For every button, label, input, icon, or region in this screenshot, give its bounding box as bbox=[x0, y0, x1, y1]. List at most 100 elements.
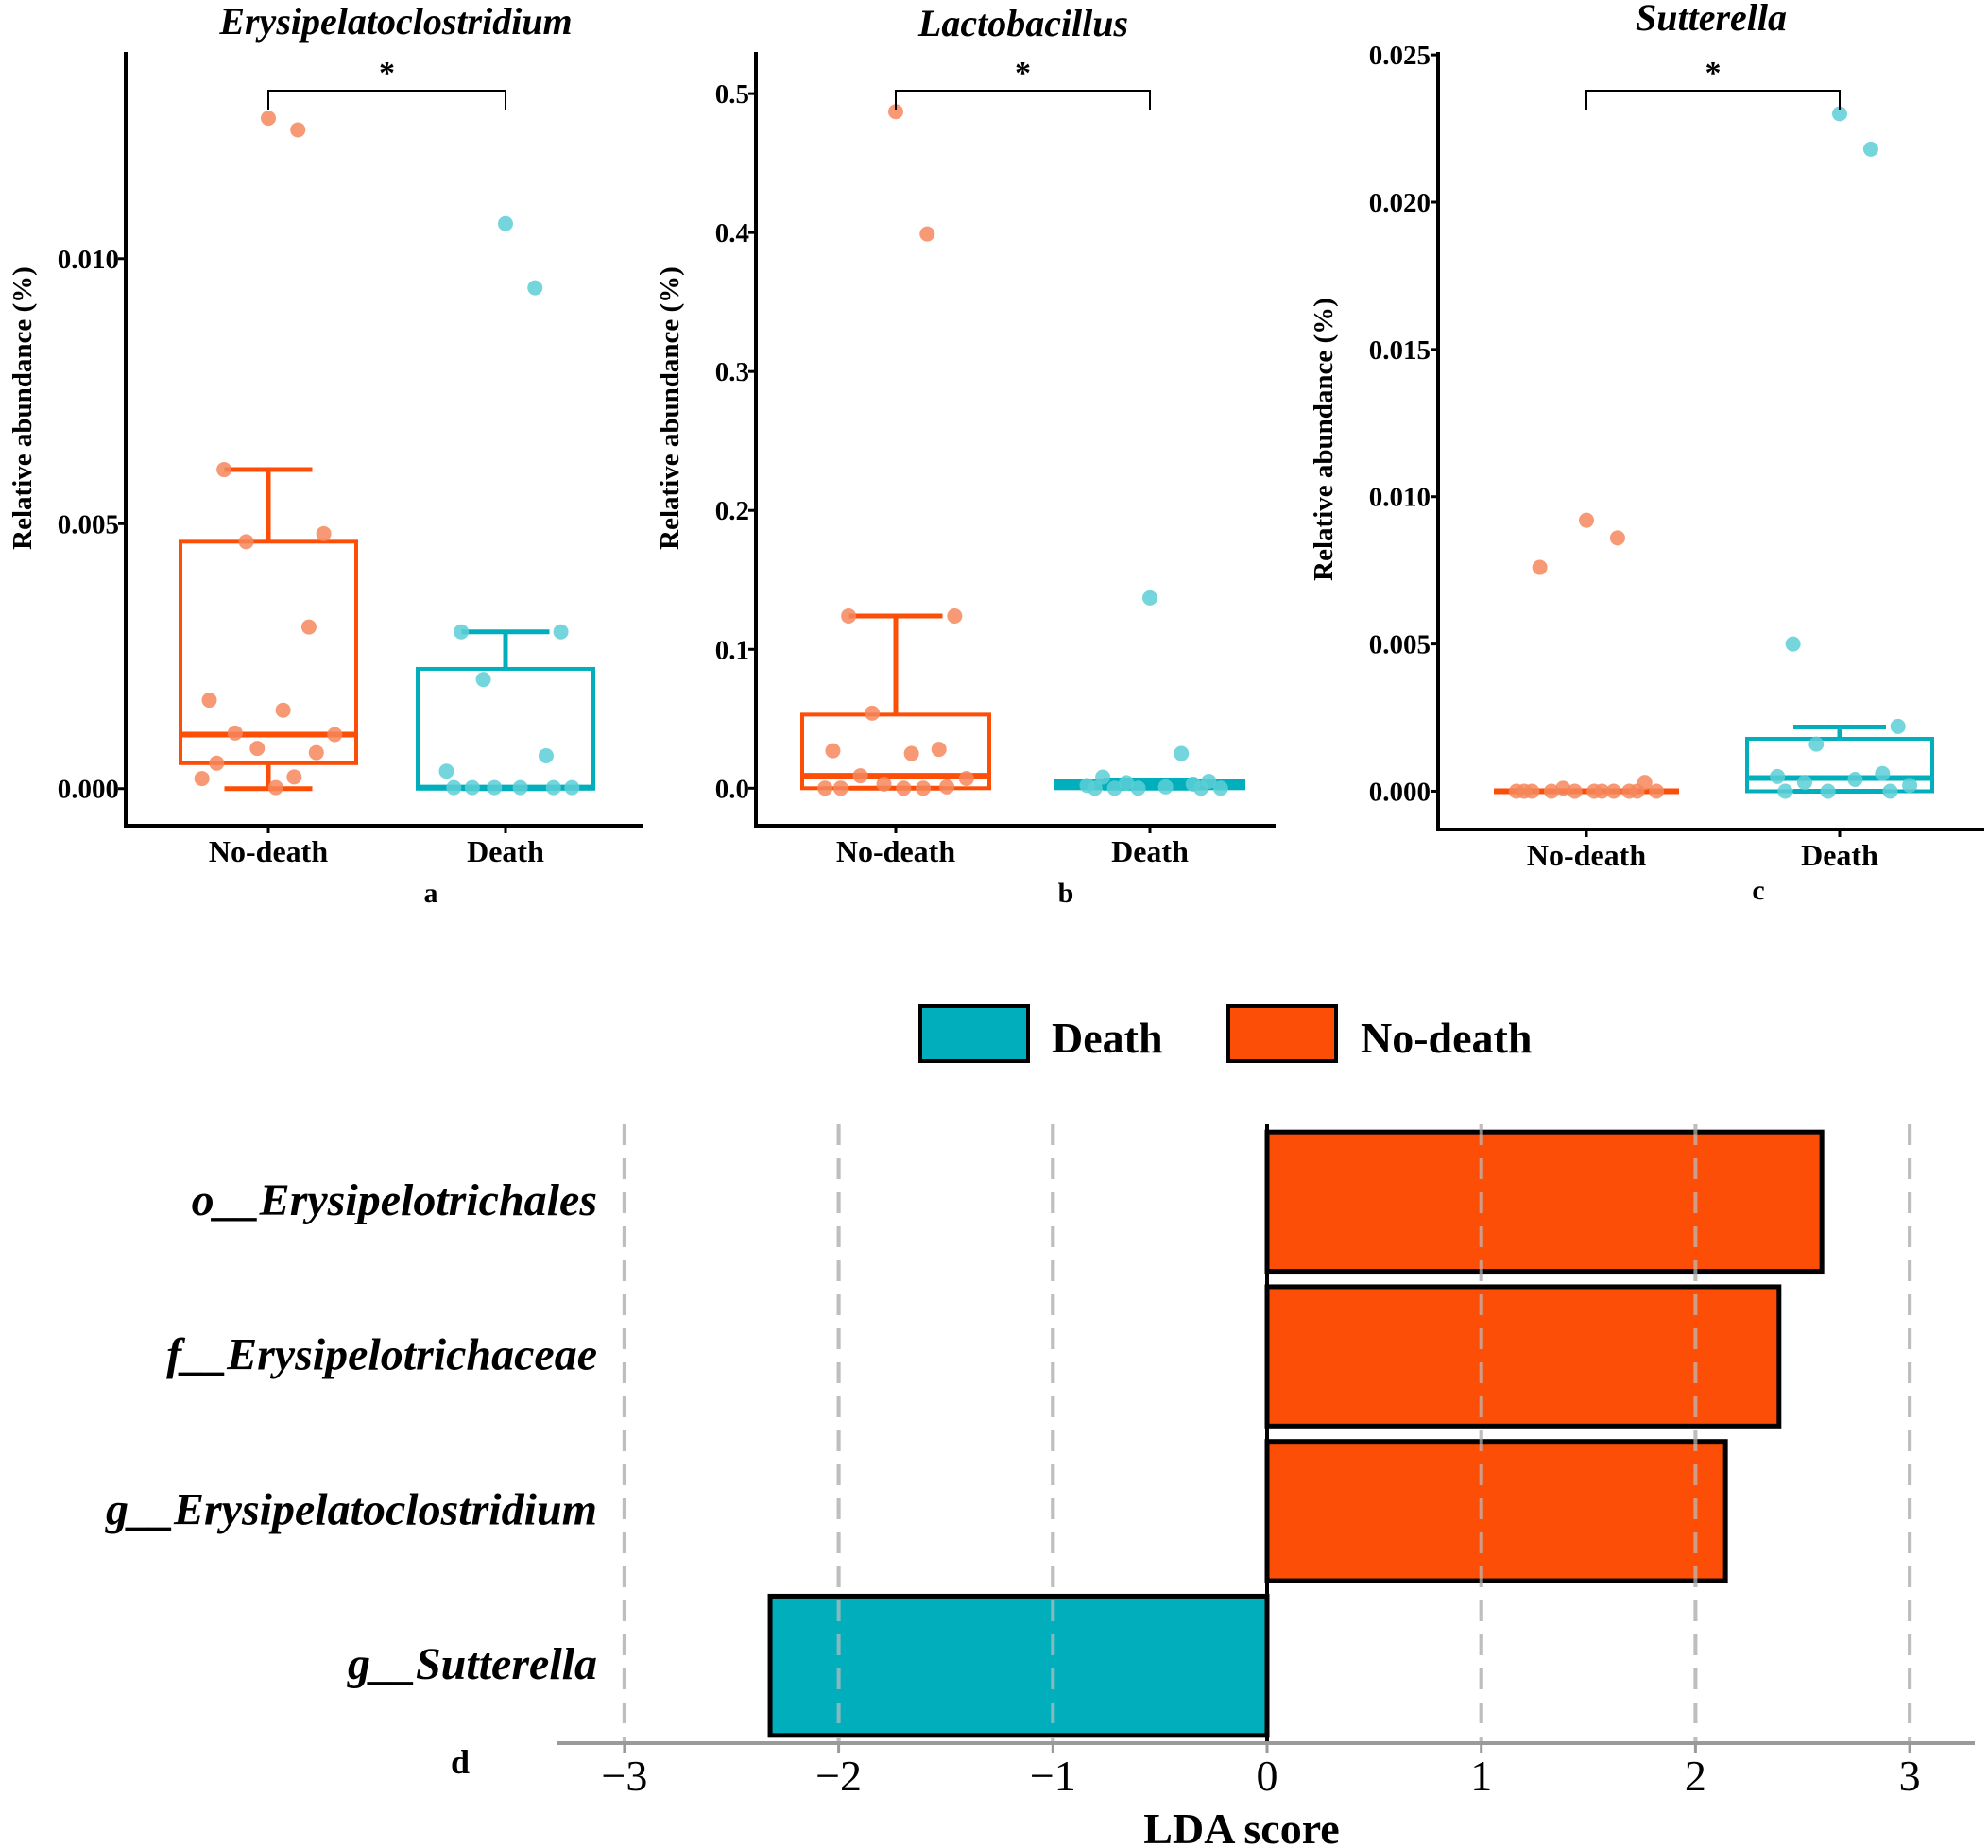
data-point bbox=[1543, 783, 1559, 799]
data-point bbox=[249, 741, 266, 757]
data-point bbox=[194, 771, 210, 787]
data-point bbox=[1212, 780, 1228, 796]
y-tick-label: 0.015 bbox=[1369, 335, 1431, 366]
boxplot-panel-b: Lactobacillus Relative abundance (%) b 0… bbox=[655, 2, 1276, 909]
data-point bbox=[238, 534, 254, 550]
x-tick-label: −1 bbox=[1030, 1752, 1076, 1800]
data-point bbox=[1532, 559, 1548, 575]
data-point bbox=[438, 763, 454, 779]
x-tick-label: No-death bbox=[209, 834, 328, 868]
data-point bbox=[327, 727, 343, 743]
data-point bbox=[1796, 775, 1812, 791]
x-tick-label: 1 bbox=[1470, 1752, 1492, 1800]
data-point bbox=[1862, 141, 1878, 157]
x-tick-label: Death bbox=[467, 834, 544, 868]
data-point bbox=[316, 525, 332, 541]
y-tick-label: 0.005 bbox=[1369, 630, 1431, 660]
data-point bbox=[498, 215, 513, 231]
data-point bbox=[1555, 780, 1571, 796]
data-point bbox=[852, 768, 868, 784]
data-point bbox=[1119, 775, 1135, 791]
lda-bar bbox=[767, 1593, 1270, 1738]
data-point bbox=[1649, 783, 1665, 799]
data-point bbox=[487, 779, 503, 796]
y-tick-label: 0.005 bbox=[58, 509, 119, 539]
x-tick-label: −3 bbox=[601, 1752, 647, 1800]
y-tick-label: 0.2 bbox=[715, 496, 749, 526]
data-point bbox=[300, 619, 317, 635]
boxplot-panel-a: Erysipelatoclostridium Relative abundanc… bbox=[8, 0, 643, 909]
data-point bbox=[464, 779, 480, 796]
y-tick-label: 0.3 bbox=[715, 357, 749, 387]
data-point bbox=[1882, 783, 1898, 799]
data-point bbox=[1629, 783, 1645, 799]
box bbox=[179, 539, 358, 765]
data-point bbox=[1808, 736, 1825, 752]
legend-label-death: Death bbox=[1052, 1014, 1163, 1062]
data-point bbox=[454, 624, 470, 640]
data-point bbox=[1095, 769, 1111, 785]
lda-bar bbox=[1264, 1129, 1825, 1275]
legend-label-no-death: No-death bbox=[1361, 1014, 1532, 1062]
data-point bbox=[832, 780, 848, 796]
data-point bbox=[1770, 768, 1786, 784]
panel-label: b bbox=[1058, 878, 1074, 909]
lda-plot-area: o__Erysipelotrichales f__Erysipelotrichac… bbox=[105, 1124, 1975, 1800]
data-point bbox=[903, 745, 919, 761]
data-point bbox=[275, 702, 291, 718]
data-point bbox=[939, 779, 955, 795]
data-point bbox=[308, 744, 324, 761]
legend-swatch-death bbox=[918, 1004, 1030, 1063]
significance-bracket bbox=[267, 90, 506, 110]
legend-swatch-no-death bbox=[1226, 1004, 1338, 1063]
box bbox=[1745, 736, 1934, 794]
data-point bbox=[1106, 780, 1123, 796]
data-point bbox=[1832, 106, 1847, 122]
significance-label: * bbox=[379, 56, 395, 91]
data-point bbox=[216, 462, 232, 478]
data-point bbox=[876, 776, 892, 792]
x-tick-label: No-death bbox=[836, 834, 955, 868]
data-point bbox=[1902, 778, 1918, 794]
data-point bbox=[475, 672, 491, 688]
y-tick-label: 0.0 bbox=[715, 774, 749, 804]
data-point bbox=[446, 779, 462, 796]
data-point bbox=[958, 771, 974, 787]
data-point bbox=[1579, 512, 1594, 528]
panel-label: d bbox=[451, 1743, 470, 1781]
data-point bbox=[1087, 780, 1103, 796]
lda-bar bbox=[1264, 1439, 1728, 1583]
y-tick-label: 0.1 bbox=[715, 635, 749, 665]
y-tick-label: 0.010 bbox=[58, 245, 119, 275]
data-point bbox=[261, 111, 276, 127]
data-point bbox=[1609, 530, 1625, 546]
data-point bbox=[1157, 779, 1174, 795]
panel-title: Sutterella bbox=[1636, 0, 1787, 39]
data-point bbox=[1777, 783, 1793, 799]
data-point bbox=[817, 780, 833, 796]
x-tick-label: Death bbox=[1801, 838, 1878, 872]
data-point bbox=[1890, 718, 1906, 734]
category-label: f__Erysipelotrichaceae bbox=[166, 1330, 597, 1380]
data-point bbox=[1820, 783, 1836, 799]
y-tick-label: 0.025 bbox=[1369, 41, 1431, 71]
data-point bbox=[1524, 783, 1540, 799]
category-label: g__Erysipelatoclostridium bbox=[105, 1484, 597, 1534]
data-point bbox=[1605, 783, 1621, 799]
significance-label: * bbox=[1705, 56, 1722, 91]
box bbox=[800, 712, 991, 791]
data-point bbox=[538, 747, 554, 763]
data-point bbox=[553, 624, 569, 640]
x-axis-label: LDA score bbox=[1143, 1805, 1339, 1848]
y-tick-label: 0.020 bbox=[1369, 188, 1431, 218]
data-point bbox=[512, 779, 528, 796]
y-tick-label: 0.5 bbox=[715, 79, 749, 110]
category-label: o__Erysipelotrichales bbox=[192, 1175, 597, 1225]
significance-bracket bbox=[895, 90, 1151, 110]
x-tick-label: No-death bbox=[1527, 838, 1646, 872]
y-axis-label: Relative abundance (%) bbox=[655, 266, 685, 550]
x-tick-label: 0 bbox=[1257, 1752, 1278, 1800]
panel-label: c bbox=[1752, 875, 1764, 906]
data-point bbox=[527, 280, 543, 296]
